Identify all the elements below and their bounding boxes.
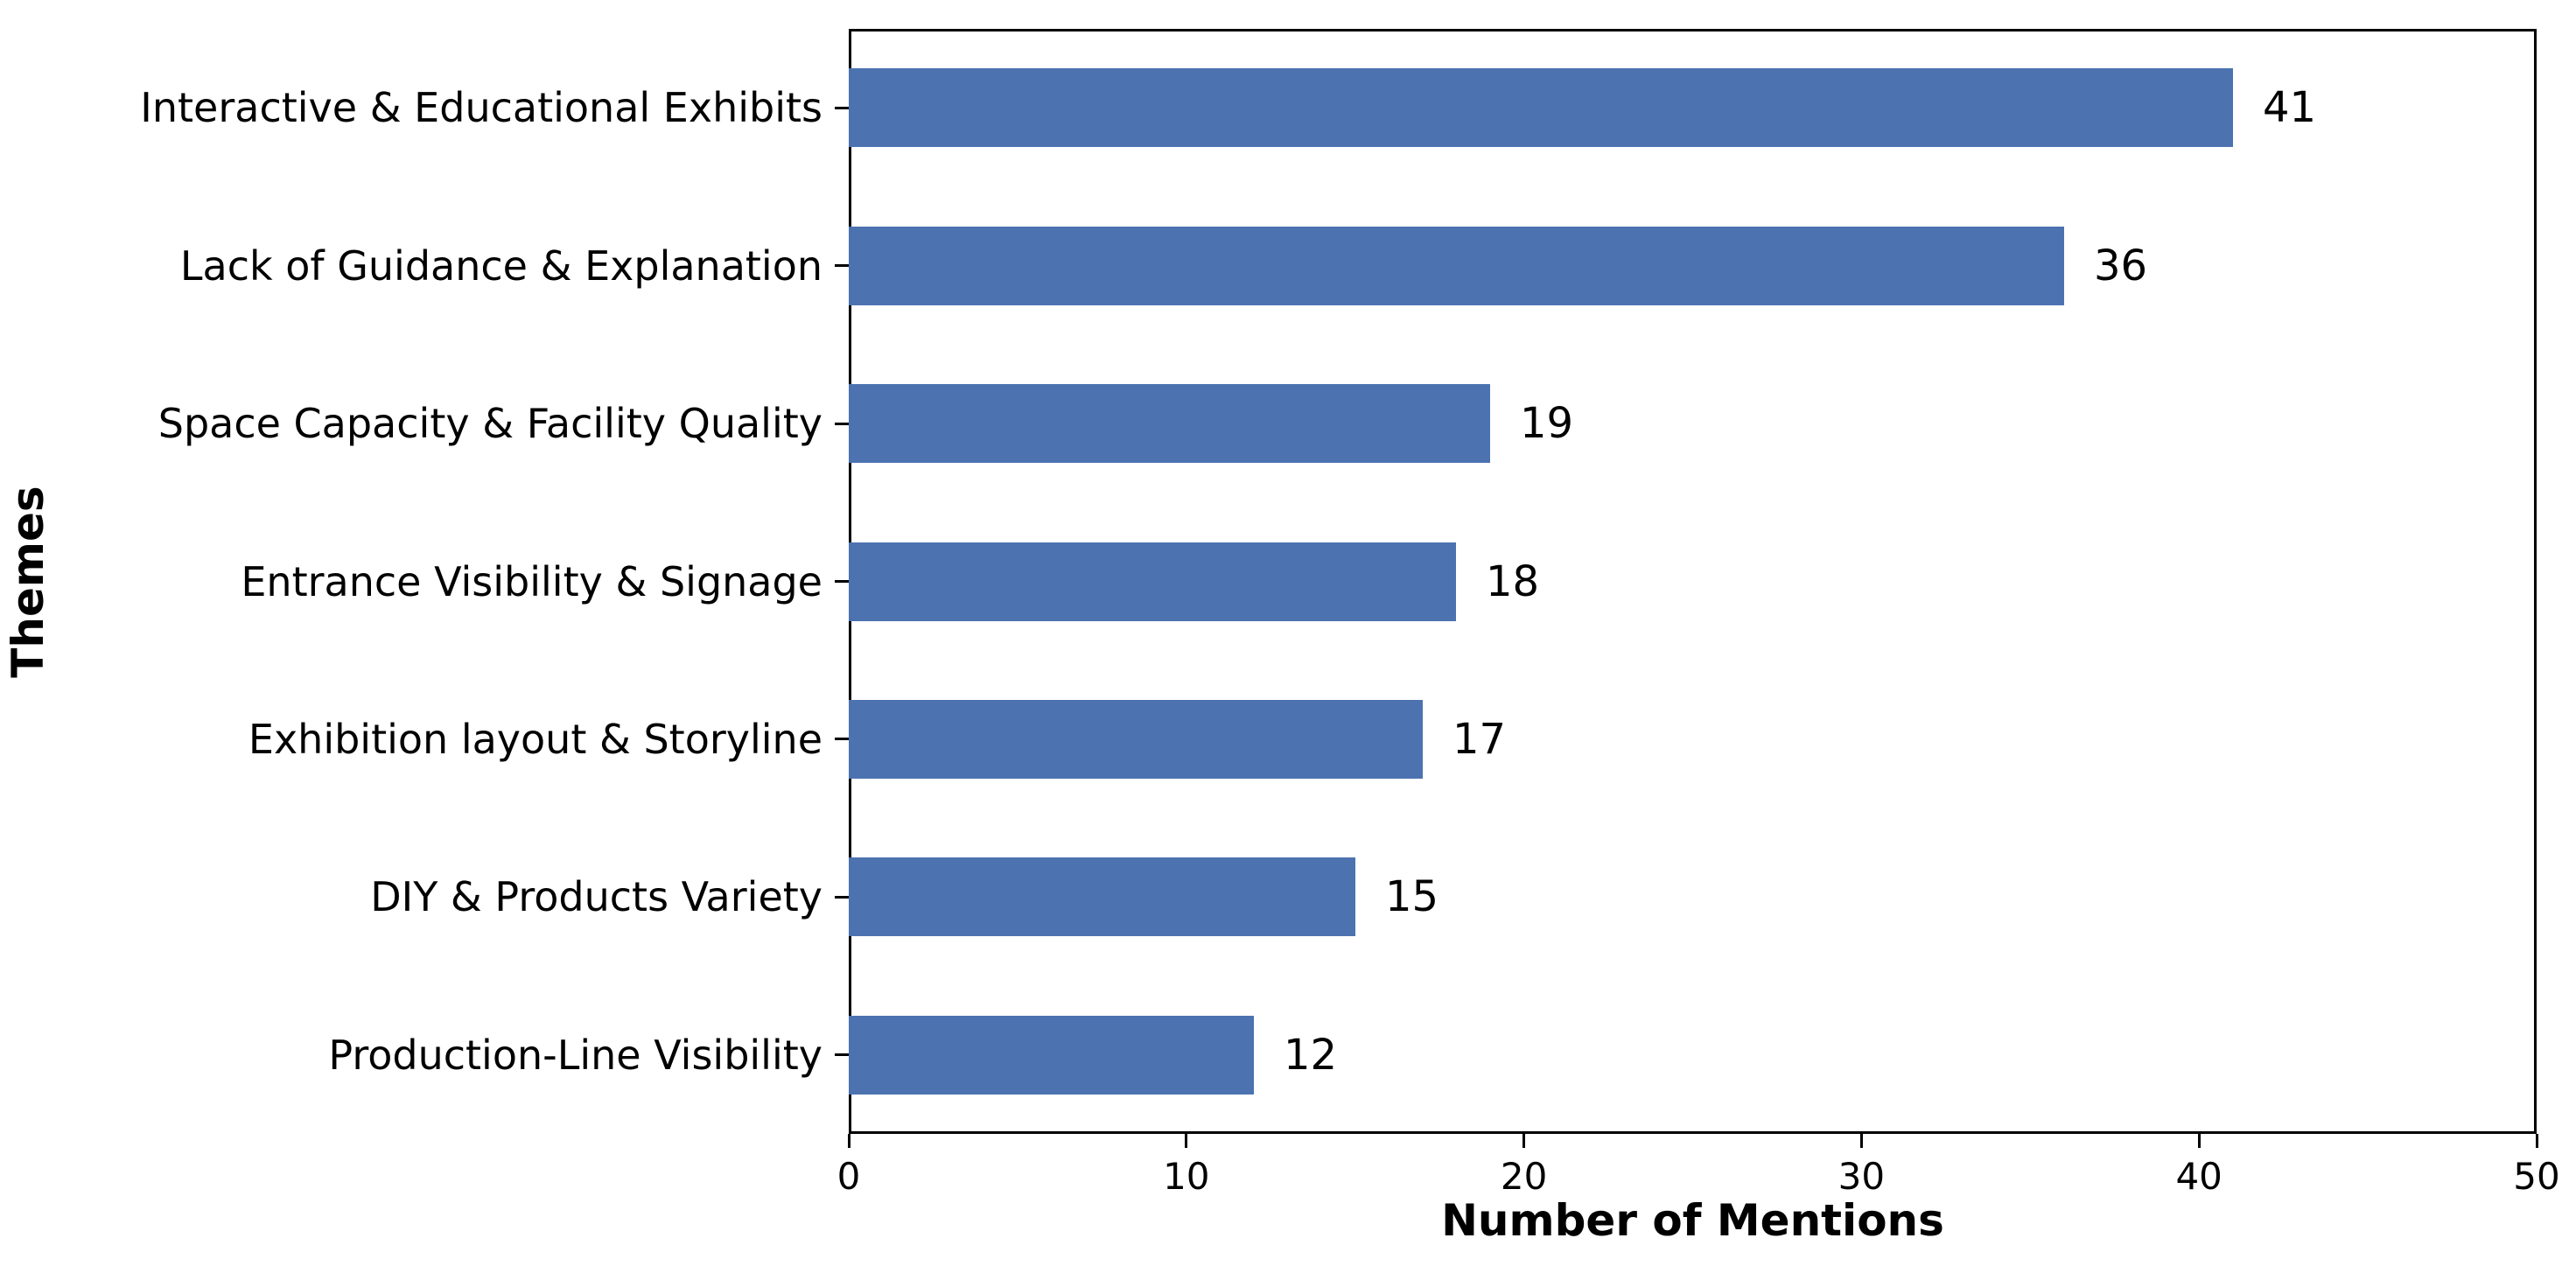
x-tick-label: 40 (2175, 1155, 2222, 1198)
x-tick-label: 30 (1838, 1155, 1886, 1198)
y-tick-label: Entrance Visibility & Signage (241, 557, 822, 605)
bar-value-label: 18 (1486, 556, 1540, 606)
x-tick-mark (2198, 1134, 2201, 1148)
bar-value-label: 19 (1520, 399, 1574, 449)
y-tick-mark (835, 107, 849, 109)
x-tick-mark (848, 1134, 850, 1148)
y-tick-label: Lack of Guidance & Explanation (179, 241, 822, 290)
bar (849, 384, 1490, 463)
bar-value-label: 15 (1385, 872, 1439, 922)
bar (849, 542, 1456, 621)
bar (849, 1016, 1254, 1095)
bar-value-label: 36 (2094, 241, 2148, 290)
x-tick-label: 0 (836, 1155, 861, 1198)
bar-value-label: 17 (1452, 714, 1507, 764)
x-tick-mark (2536, 1134, 2538, 1148)
y-tick-mark (835, 1053, 849, 1056)
y-tick-mark (835, 580, 849, 583)
x-axis-title: Number of Mentions (1441, 1195, 1944, 1246)
x-tick-label: 50 (2513, 1155, 2560, 1198)
bar (849, 227, 2064, 305)
x-tick-label: 10 (1163, 1155, 1210, 1198)
bar-value-label: 41 (2263, 83, 2317, 133)
y-tick-label: Production-Line Visibility (328, 1031, 822, 1079)
y-tick-mark (835, 423, 849, 425)
y-tick-mark (835, 264, 849, 267)
y-tick-label: DIY & Products Variety (370, 873, 822, 921)
x-tick-mark (1522, 1134, 1525, 1148)
y-tick-mark (835, 738, 849, 740)
x-tick-mark (1860, 1134, 1863, 1148)
y-axis-title: Themes (3, 486, 53, 678)
bar (849, 700, 1423, 779)
y-tick-label: Interactive & Educational Exhibits (140, 84, 822, 132)
y-tick-mark (835, 896, 849, 899)
bar (849, 68, 2233, 147)
x-tick-mark (1185, 1134, 1187, 1148)
y-tick-label: Exhibition layout & Storyline (248, 715, 822, 763)
x-tick-label: 20 (1500, 1155, 1548, 1198)
y-tick-label: Space Capacity & Facility Quality (158, 400, 822, 448)
bar (849, 857, 1355, 936)
bar-value-label: 12 (1284, 1030, 1338, 1080)
